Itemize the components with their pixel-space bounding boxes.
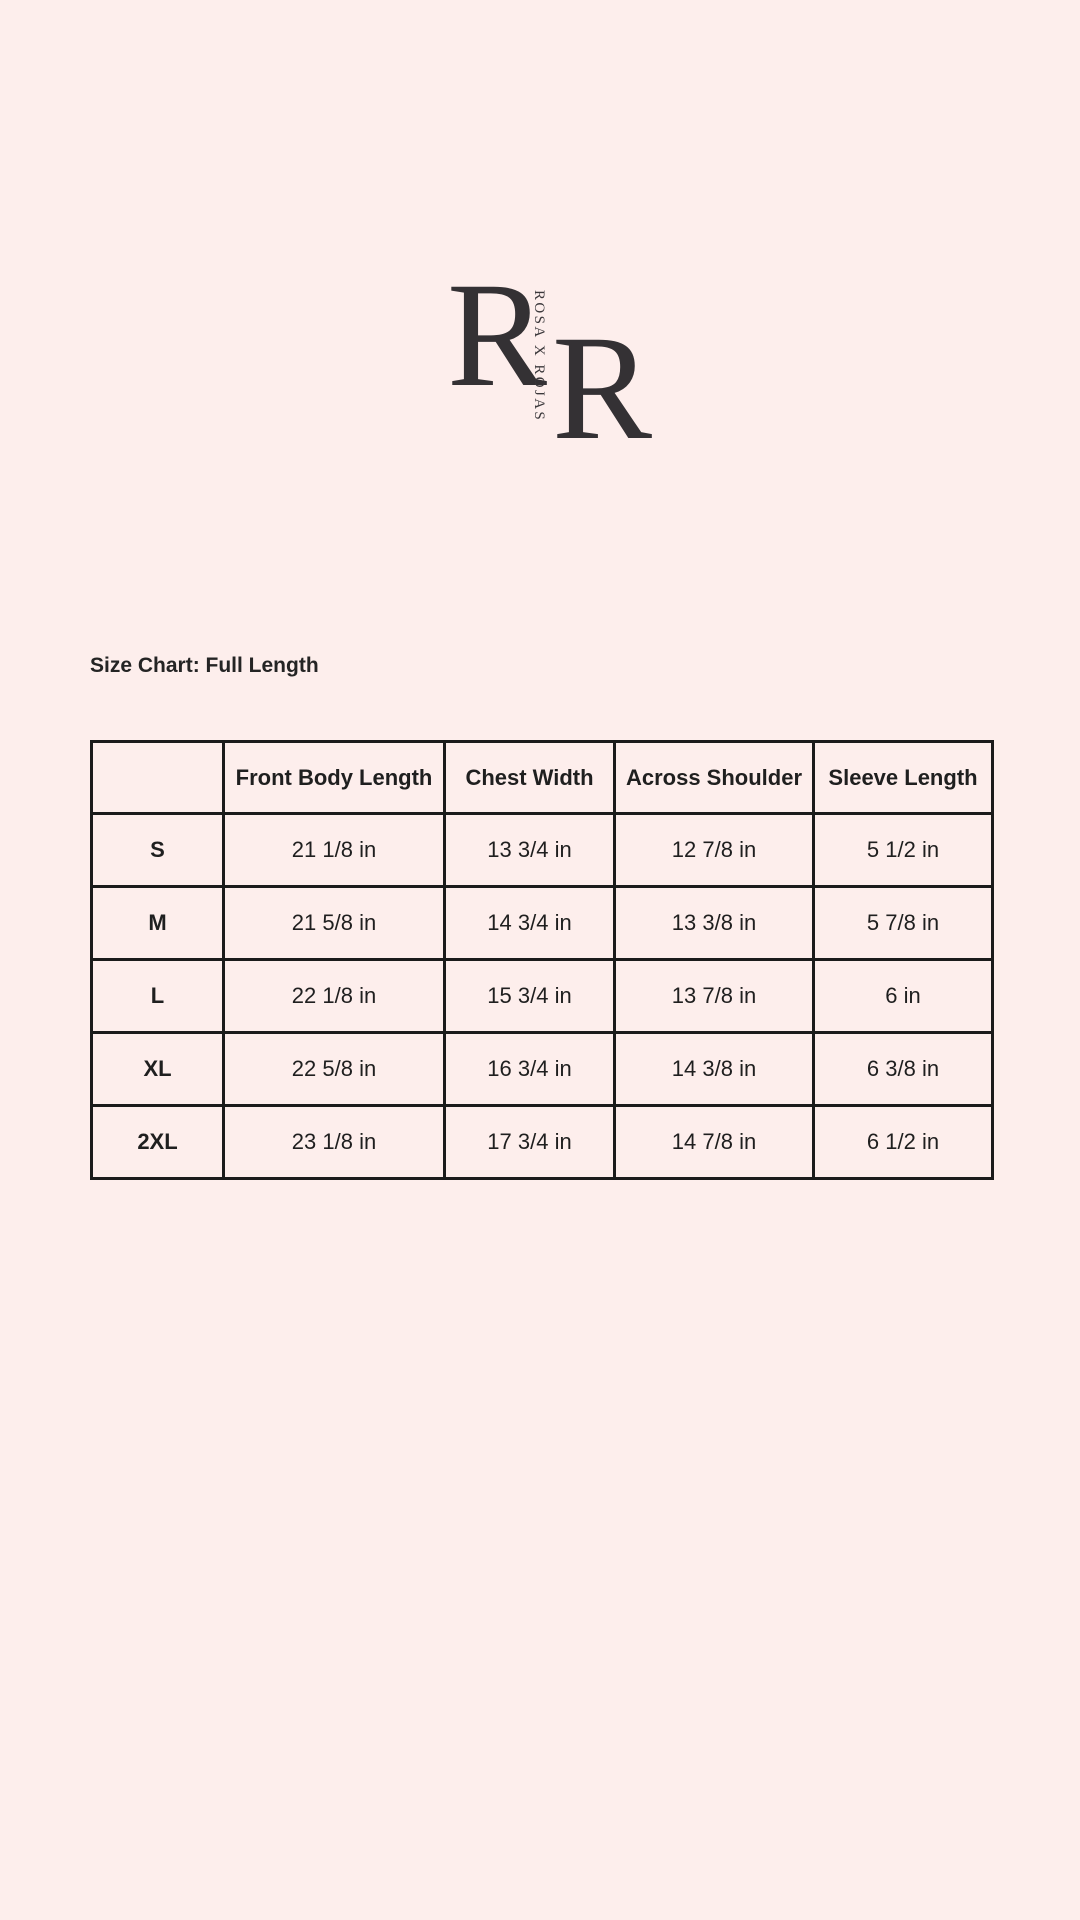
cell-s-across-shoulder: 12 7/8 in bbox=[613, 812, 815, 888]
cell-l-across-shoulder: 13 7/8 in bbox=[613, 958, 815, 1034]
header-cell-front-body-length: Front Body Length bbox=[222, 740, 446, 815]
cell-xl-front-body-length: 22 5/8 in bbox=[222, 1031, 446, 1107]
brand-name-vertical-text: ROSA X ROJAS bbox=[531, 290, 547, 423]
cell-s-front-body-length: 21 1/8 in bbox=[222, 812, 446, 888]
cell-l-chest-width: 15 3/4 in bbox=[443, 958, 616, 1034]
header-cell-chest-width: Chest Width bbox=[443, 740, 616, 815]
table-row-m: M 21 5/8 in 14 3/4 in 13 3/8 in 5 7/8 in bbox=[90, 885, 994, 961]
size-label-m: M bbox=[90, 885, 225, 961]
size-label-2xl: 2XL bbox=[90, 1104, 225, 1180]
table-row-s: S 21 1/8 in 13 3/4 in 12 7/8 in 5 1/2 in bbox=[90, 812, 994, 888]
size-table: Front Body Length Chest Width Across Sho… bbox=[90, 740, 994, 1180]
cell-xl-chest-width: 16 3/4 in bbox=[443, 1031, 616, 1107]
size-table-header-row: Front Body Length Chest Width Across Sho… bbox=[90, 740, 994, 815]
size-chart-title: Size Chart: Full Length bbox=[90, 654, 319, 677]
cell-s-chest-width: 13 3/4 in bbox=[443, 812, 616, 888]
cell-l-sleeve-length: 6 in bbox=[812, 958, 994, 1034]
cell-xl-across-shoulder: 14 3/8 in bbox=[613, 1031, 815, 1107]
size-label-s: S bbox=[90, 812, 225, 888]
cell-m-chest-width: 14 3/4 in bbox=[443, 885, 616, 961]
header-cell-sleeve-length: Sleeve Length bbox=[812, 740, 994, 815]
cell-2xl-chest-width: 17 3/4 in bbox=[443, 1104, 616, 1180]
size-label-l: L bbox=[90, 958, 225, 1034]
cell-xl-sleeve-length: 6 3/8 in bbox=[812, 1031, 994, 1107]
header-cell-across-shoulder: Across Shoulder bbox=[613, 740, 815, 815]
size-label-xl: XL bbox=[90, 1031, 225, 1107]
header-cell-empty bbox=[90, 740, 225, 815]
monogram-r-right-letter: R bbox=[552, 305, 653, 471]
cell-2xl-front-body-length: 23 1/8 in bbox=[222, 1104, 446, 1180]
table-row-xl: XL 22 5/8 in 16 3/4 in 14 3/8 in 6 3/8 i… bbox=[90, 1031, 994, 1107]
cell-m-sleeve-length: 5 7/8 in bbox=[812, 885, 994, 961]
cell-s-sleeve-length: 5 1/2 in bbox=[812, 812, 994, 888]
cell-2xl-across-shoulder: 14 7/8 in bbox=[613, 1104, 815, 1180]
cell-m-front-body-length: 21 5/8 in bbox=[222, 885, 446, 961]
cell-m-across-shoulder: 13 3/8 in bbox=[613, 885, 815, 961]
cell-2xl-sleeve-length: 6 1/2 in bbox=[812, 1104, 994, 1180]
cell-l-front-body-length: 22 1/8 in bbox=[222, 958, 446, 1034]
monogram-r-left-letter: R bbox=[447, 252, 548, 418]
table-row-2xl: 2XL 23 1/8 in 17 3/4 in 14 7/8 in 6 1/2 … bbox=[90, 1104, 994, 1180]
table-row-l: L 22 1/8 in 15 3/4 in 13 7/8 in 6 in bbox=[90, 958, 994, 1034]
brand-logo: R ROSA X ROJAS R bbox=[447, 260, 652, 463]
